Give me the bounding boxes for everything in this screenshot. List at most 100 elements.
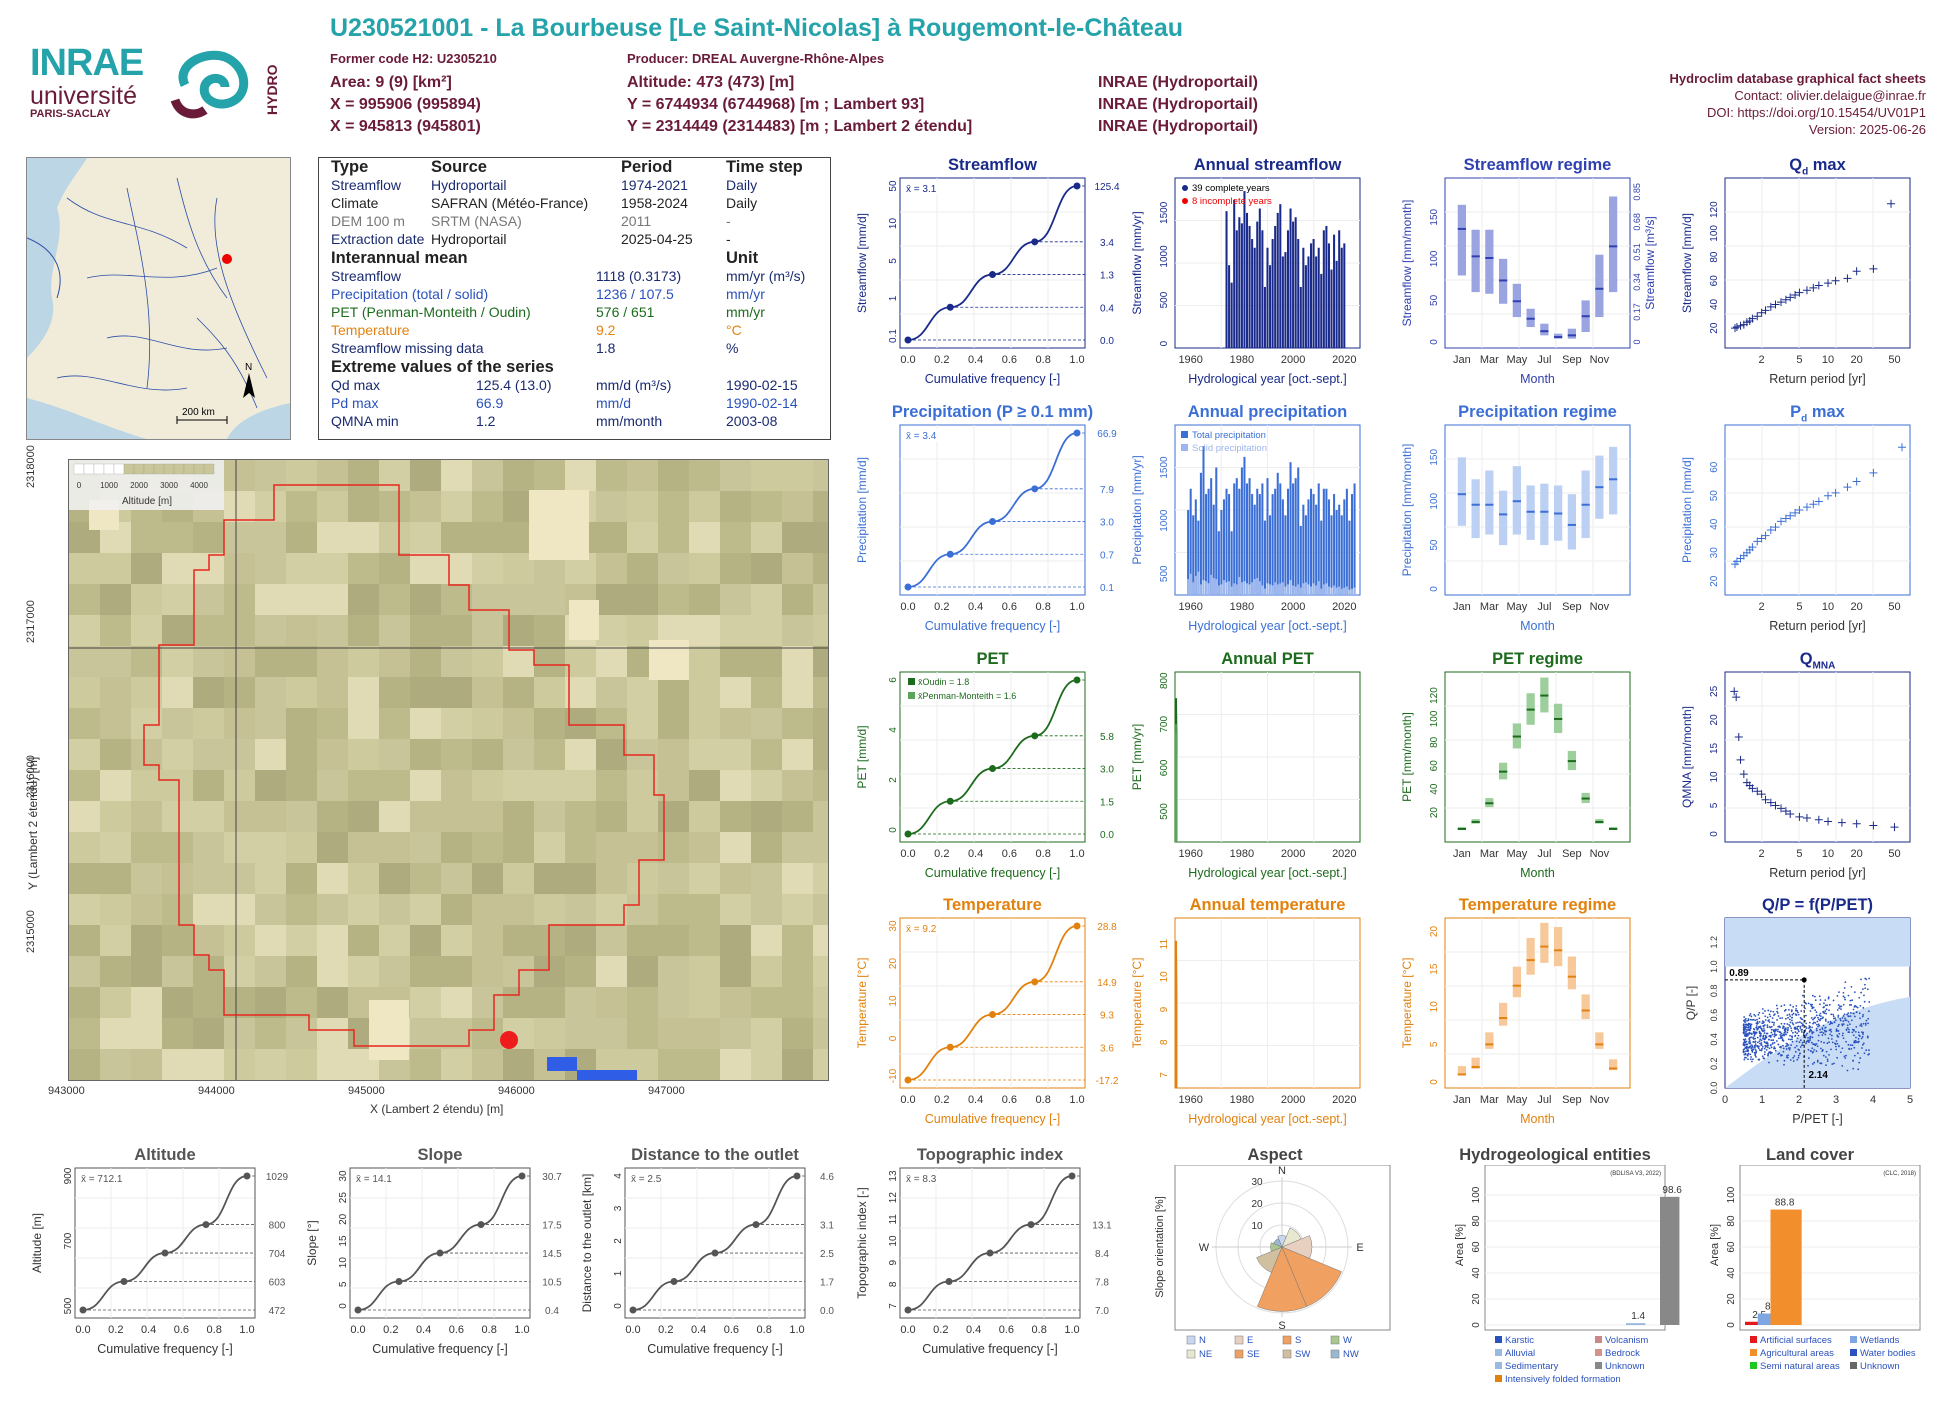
qp-point [1815, 1027, 1818, 1030]
x-tick: 0.0 [900, 1324, 915, 1336]
x-tick: 1980 [1230, 601, 1254, 613]
qp-point [1851, 1044, 1854, 1047]
annual-precip-chart-title: Annual precipitation [1187, 403, 1348, 421]
x-tick: 1960 [1178, 848, 1202, 860]
info-cell: Streamflow [331, 177, 402, 193]
qp-point [1856, 1052, 1859, 1055]
qp-point [1846, 1069, 1849, 1072]
area-bar [1660, 1196, 1680, 1325]
qp-point [1855, 1036, 1857, 1039]
annual-bar [1297, 467, 1300, 595]
qp-point [1830, 1030, 1833, 1033]
qp-point [1762, 1025, 1765, 1028]
right-value-label: 9.3 [1100, 1011, 1114, 1022]
qp-point [1768, 1038, 1770, 1041]
qp-point [1826, 1042, 1829, 1045]
qp-point [1770, 1025, 1773, 1028]
qp-point [1842, 1020, 1845, 1023]
info-cell: Hydroportail [431, 231, 507, 247]
qp-point [1867, 1010, 1870, 1013]
return-point [1802, 814, 1811, 823]
solid-bar [1212, 578, 1215, 595]
qp-point [1823, 1006, 1826, 1008]
ring-label: 20 [1251, 1199, 1263, 1210]
annual-bar [1312, 239, 1315, 348]
solid-bar [1248, 584, 1251, 595]
qp-point [1851, 1031, 1854, 1034]
qp-point [1851, 1028, 1854, 1031]
qp-point [1858, 1012, 1861, 1015]
x-tick: 10 [1822, 848, 1834, 860]
title-rest: max [1807, 403, 1845, 421]
legend-label: Artificial surfaces [1760, 1335, 1832, 1346]
solid-bar [1286, 584, 1290, 595]
y-tick: 25 [1709, 685, 1720, 697]
qp-point [1801, 1023, 1804, 1026]
x-tick: 1.0 [514, 1324, 529, 1336]
y-axis-title: Temperature [°C] [855, 958, 869, 1049]
contact[interactable]: Contact: olivier.delaigue@inrae.fr [1734, 88, 1926, 103]
qp-point [1758, 1032, 1761, 1035]
qp-point [1763, 1032, 1766, 1034]
regime-box [1609, 196, 1618, 293]
qp-point [1862, 1013, 1865, 1016]
y-axis-title: Slope [°] [305, 1220, 319, 1266]
qp-point [1763, 1053, 1766, 1056]
qd-max-chart-title: Qd max [1705, 156, 1930, 177]
qp-point [1844, 1019, 1847, 1022]
solid-bar [1253, 579, 1256, 595]
qp-point [1744, 1027, 1746, 1030]
qp-point [1759, 1042, 1761, 1045]
regime-box [1471, 479, 1480, 539]
legend-tick: 0 [77, 481, 82, 490]
annual-bar [1238, 488, 1241, 595]
qp-point [1777, 1043, 1780, 1046]
y-tick: 20 [1429, 926, 1440, 938]
qp-point [1791, 1022, 1794, 1024]
y-tick: 12 [888, 1192, 899, 1204]
qp-point [1819, 1031, 1822, 1034]
solid-bar [1327, 586, 1330, 595]
qp-point [1852, 1012, 1855, 1015]
annual-bar [1302, 247, 1305, 348]
qp-point [1775, 1040, 1778, 1042]
y-axis-title: Streamflow [mm/d] [855, 213, 869, 313]
qp-point [1761, 1020, 1764, 1022]
qp-point [1776, 1030, 1779, 1033]
qp-point [1833, 1062, 1835, 1065]
legend-tick: 2000 [130, 481, 148, 490]
info-cell: 9.2 [596, 322, 616, 338]
hydrogeo-chart: (BDLISA V3, 2022) 0 20 40 60 80 100 Area [%] 1.4… [1454, 1165, 1682, 1385]
doi[interactable]: DOI: https://doi.org/10.15454/UV01P1 [1707, 105, 1926, 120]
return-point [1814, 497, 1823, 506]
qp-point [1835, 1045, 1837, 1048]
qp-point [1775, 1028, 1777, 1031]
qp-chart-title: Q/P = f(P/PET) [1761, 896, 1874, 914]
legend-label: SE [1247, 1349, 1260, 1360]
qp-point [1857, 1037, 1860, 1040]
y-tick: 0.1 [888, 329, 899, 343]
qp-point [1832, 999, 1835, 1002]
slope-cdf-title: Slope [417, 1146, 463, 1164]
qp-point [1762, 1036, 1765, 1038]
solid-bar [1307, 584, 1310, 595]
qp-point [1848, 1004, 1851, 1006]
x-tick: 0.2 [108, 1324, 123, 1336]
qp-point [1842, 1003, 1845, 1006]
annual-bar [1271, 494, 1274, 595]
qp-point [1786, 1044, 1788, 1047]
y-tick: 20 [1429, 807, 1440, 819]
qp-point [1782, 1027, 1784, 1030]
return-point [1777, 804, 1786, 813]
qp-point [1757, 1045, 1760, 1048]
qp-point [1813, 995, 1816, 998]
qp-point [1828, 1053, 1830, 1056]
qp-point [1833, 1021, 1836, 1023]
x-tick: 2000 [1281, 848, 1305, 860]
y-axis-title: Area [%] [1709, 1224, 1721, 1266]
qp-point [1790, 1029, 1793, 1032]
annual-bar [1258, 494, 1261, 595]
qp-point [1797, 1048, 1800, 1051]
qp-point [1800, 1010, 1803, 1012]
qp-point [1747, 1019, 1750, 1022]
